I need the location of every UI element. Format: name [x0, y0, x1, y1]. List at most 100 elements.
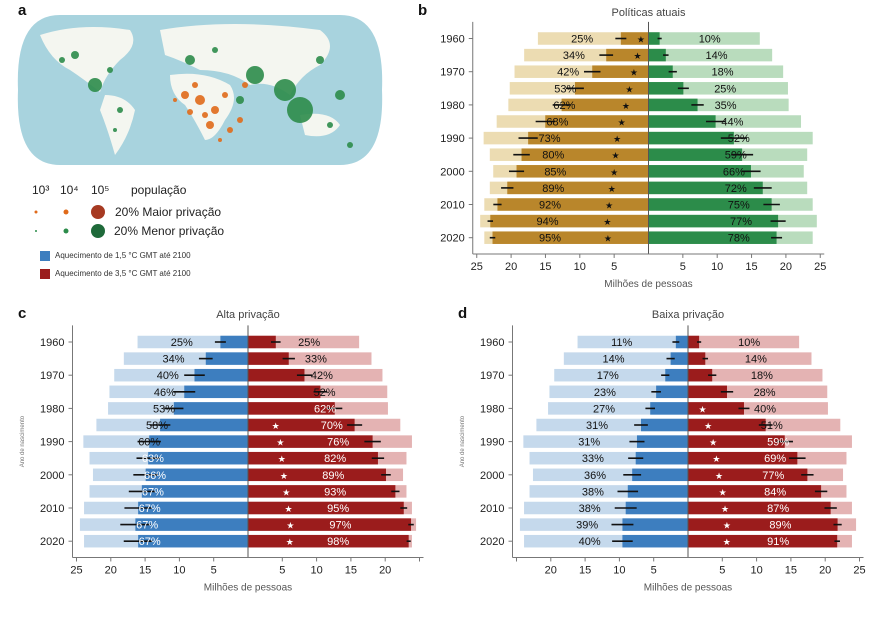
significance-star: ★ [709, 438, 717, 448]
percent-label: 27% [593, 403, 615, 415]
percent-label: 28% [754, 387, 776, 399]
map-dot [218, 138, 222, 142]
percent-label: 66% [144, 470, 166, 482]
right-total-bar [248, 335, 360, 349]
map-dot [212, 47, 218, 53]
right-affected-bar [688, 418, 766, 432]
x-tick-label: 5 [719, 564, 725, 576]
map-land [40, 24, 340, 155]
left-affected-bar [160, 418, 248, 432]
map-dot [242, 82, 248, 88]
map-dot [335, 90, 345, 100]
y-tick-label: 1970 [480, 370, 504, 382]
map-dot [113, 128, 117, 132]
percent-label: 75% [728, 200, 750, 212]
left-affected-bar [516, 165, 649, 178]
left-affected-bar [507, 181, 649, 195]
left-affected-bar [173, 402, 248, 415]
left-affected-bar [545, 115, 649, 128]
map-dot [173, 98, 177, 102]
left-affected-bar [670, 352, 688, 365]
significance-star: ★ [637, 35, 645, 45]
y-tick-label: 1990 [40, 437, 64, 449]
x-tick-label: 10 [750, 564, 762, 576]
percent-label: 31% [586, 420, 608, 432]
right-affected-bar [248, 418, 355, 432]
percent-label: 67% [139, 536, 161, 548]
right-affected-bar [688, 352, 706, 365]
right-affected-bar [688, 468, 808, 482]
chart-title: Baixa privação [652, 309, 724, 321]
percent-label: 98% [327, 536, 349, 548]
percent-label: 40% [157, 370, 179, 382]
x-tick-label: 25 [471, 261, 483, 273]
significance-star: ★ [613, 134, 621, 144]
x-tick-label: 20 [545, 564, 557, 576]
right-affected-bar [688, 335, 700, 349]
panel-label-a: a [18, 2, 27, 19]
right-affected-bar [688, 485, 822, 498]
left-affected-bar [490, 214, 649, 228]
chart-title: Políticas atuais [612, 7, 686, 19]
right-affected-bar [648, 148, 743, 161]
x-tick-label: 10 [310, 564, 322, 576]
right-affected-bar [648, 48, 666, 62]
x-axis-label: Milhões de pessoas [644, 582, 732, 593]
significance-star: ★ [622, 101, 630, 111]
left-affected-bar [497, 198, 649, 211]
right-total-bar [688, 352, 812, 365]
significance-star: ★ [721, 504, 729, 514]
map-dot [107, 67, 113, 73]
percent-label: 66% [723, 166, 745, 178]
right-affected-bar [648, 65, 673, 78]
legend-size-title: população [131, 183, 187, 197]
chart-current-policies: Políticas atuais 25% ★ 10% 34% ★ 14% 42% ★ 18% 53%… [440, 7, 826, 290]
left-affected-bar [528, 131, 649, 145]
percent-label: 25% [714, 83, 736, 95]
percent-label: 14% [745, 354, 767, 366]
percent-label: 62% [314, 403, 336, 415]
right-affected-bar [248, 435, 373, 448]
x-tick-label: 5 [279, 564, 285, 576]
right-affected-bar [648, 98, 698, 112]
percent-label: 14% [705, 50, 727, 62]
left-affected-bar [650, 402, 688, 415]
significance-star: ★ [699, 404, 707, 414]
left-affected-bar [138, 501, 248, 515]
right-affected-bar [248, 352, 289, 365]
y-tick-label: 2010 [480, 503, 504, 515]
map-dot [202, 112, 208, 118]
map-dot [187, 109, 193, 115]
right-affected-bar [688, 385, 727, 399]
percent-label: 89% [322, 470, 344, 482]
x-tick-label: 5 [651, 564, 657, 576]
left-affected-bar [627, 485, 688, 498]
percent-label: 93% [324, 486, 346, 498]
significance-star: ★ [618, 118, 626, 128]
y-tick-label: 1990 [480, 437, 504, 449]
percent-label: 89% [769, 520, 791, 532]
left-affected-bar [665, 368, 688, 382]
y-tick-label: 2000 [40, 470, 64, 482]
percent-label: 77% [730, 216, 752, 228]
map-dot [117, 107, 123, 113]
x-tick-label: 15 [345, 564, 357, 576]
right-affected-bar [648, 181, 763, 195]
x-tick-label: 25 [853, 564, 865, 576]
map-dot [222, 92, 228, 98]
world-map [17, 15, 383, 165]
y-tick-label: 2000 [480, 470, 504, 482]
right-affected-bar [688, 534, 838, 548]
percent-label: 39% [576, 520, 598, 532]
right-affected-bar [688, 451, 798, 465]
percent-label: 18% [751, 370, 773, 382]
left-affected-bar [145, 468, 248, 482]
percent-label: 51% [761, 420, 783, 432]
map-dot [327, 122, 333, 128]
percent-label: 33% [305, 354, 327, 366]
right-affected-bar [688, 368, 713, 382]
percent-label: 33% [582, 453, 604, 465]
legend-dot-high-mid [63, 209, 69, 215]
right-affected-bar [248, 468, 386, 482]
